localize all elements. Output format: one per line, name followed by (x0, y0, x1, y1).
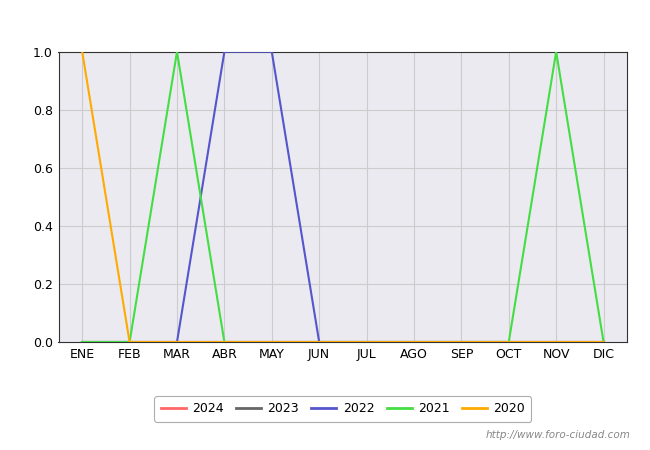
2022 (505, 339, 513, 345)
2023 (268, 339, 276, 345)
2022 (220, 49, 228, 54)
2021 (363, 339, 370, 345)
2020 (410, 339, 418, 345)
2020 (173, 339, 181, 345)
2023 (410, 339, 418, 345)
2023 (505, 339, 513, 345)
2020 (600, 339, 608, 345)
2024 (125, 339, 133, 345)
2021 (78, 339, 86, 345)
2022 (315, 339, 323, 345)
2021 (552, 49, 560, 54)
2021 (125, 339, 133, 345)
2024 (552, 339, 560, 345)
2022 (363, 339, 370, 345)
2022 (78, 339, 86, 345)
2021 (505, 339, 513, 345)
2021 (458, 339, 465, 345)
Legend: 2024, 2023, 2022, 2021, 2020: 2024, 2023, 2022, 2021, 2020 (155, 396, 532, 422)
2020 (78, 49, 86, 54)
2023 (125, 339, 133, 345)
2020 (505, 339, 513, 345)
2020 (125, 339, 133, 345)
2020 (458, 339, 465, 345)
2023 (315, 339, 323, 345)
2022 (125, 339, 133, 345)
2024 (78, 339, 86, 345)
2021 (600, 339, 608, 345)
2021 (173, 49, 181, 54)
2022 (268, 49, 276, 54)
Text: Matriculaciones de Vehiculos en Paracuellos: Matriculaciones de Vehiculos en Paracuel… (142, 14, 508, 33)
2022 (552, 339, 560, 345)
2023 (173, 339, 181, 345)
2020 (315, 339, 323, 345)
Line: 2022: 2022 (82, 52, 604, 342)
2023 (600, 339, 608, 345)
2023 (220, 339, 228, 345)
2024 (410, 339, 418, 345)
2024 (363, 339, 370, 345)
2022 (458, 339, 465, 345)
2022 (173, 339, 181, 345)
2022 (600, 339, 608, 345)
2021 (315, 339, 323, 345)
2020 (552, 339, 560, 345)
Text: http://www.foro-ciudad.com: http://www.foro-ciudad.com (486, 430, 630, 440)
Line: 2021: 2021 (82, 52, 604, 342)
2020 (220, 339, 228, 345)
2024 (505, 339, 513, 345)
2023 (458, 339, 465, 345)
2024 (268, 339, 276, 345)
2024 (173, 339, 181, 345)
2024 (458, 339, 465, 345)
2024 (220, 339, 228, 345)
2024 (315, 339, 323, 345)
2023 (363, 339, 370, 345)
2021 (410, 339, 418, 345)
Line: 2020: 2020 (82, 52, 604, 342)
2020 (363, 339, 370, 345)
2023 (552, 339, 560, 345)
2021 (220, 339, 228, 345)
2022 (410, 339, 418, 345)
2024 (600, 339, 608, 345)
2020 (268, 339, 276, 345)
2023 (78, 339, 86, 345)
2021 (268, 339, 276, 345)
